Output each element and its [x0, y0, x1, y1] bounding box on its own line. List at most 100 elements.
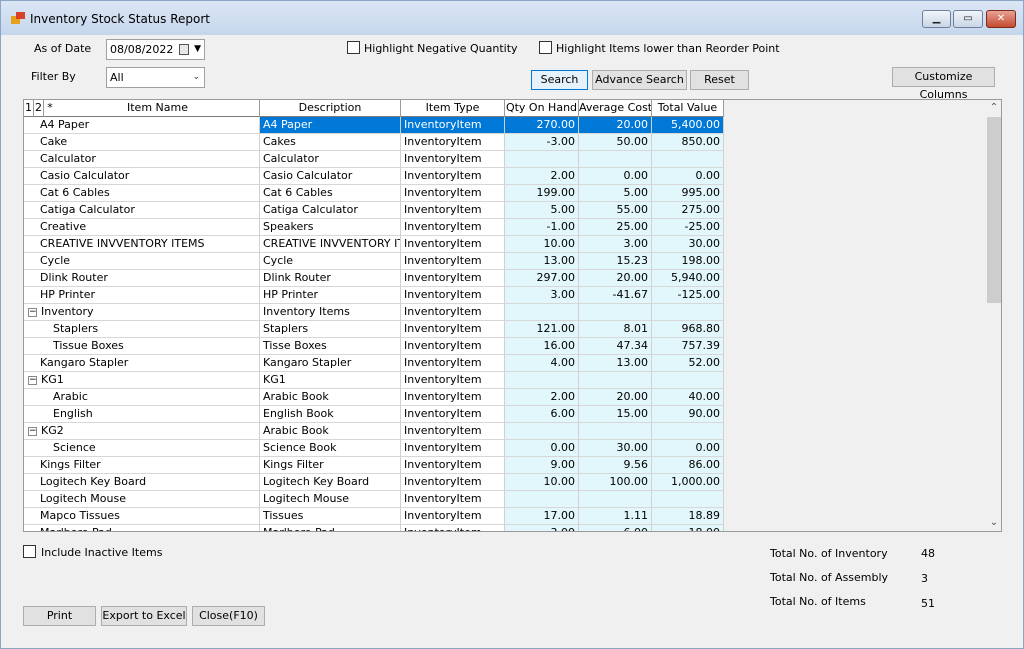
cell-description[interactable]: KG1	[260, 372, 401, 389]
cell-average-cost[interactable]: 15.23	[579, 253, 652, 270]
cell-description[interactable]: Tissues	[260, 508, 401, 525]
cell-qty-on-hand[interactable]: -3.00	[505, 134, 579, 151]
table-row[interactable]: Creative Speakers InventoryItem -1.00 25.00-…	[24, 219, 724, 236]
cell-average-cost[interactable]: 9.56	[579, 457, 652, 474]
cell-item-type[interactable]: InventoryItem	[401, 304, 505, 321]
table-row[interactable]: Cycle Cycle InventoryItem 13.00 15.23 198.00	[24, 253, 724, 270]
table-row[interactable]: − KG1 KG1 InventoryItem	[24, 372, 724, 389]
cell-item-name[interactable]: Calculator	[24, 151, 260, 168]
highlight-negative-checkbox[interactable]	[347, 41, 360, 54]
table-row[interactable]: Calculator Calculator InventoryItem	[24, 151, 724, 168]
table-row[interactable]: English English Book InventoryItem 6.00 15.0…	[24, 406, 724, 423]
table-row[interactable]: Arabic Arabic Book InventoryItem 2.00 20.00 4…	[24, 389, 724, 406]
table-row[interactable]: Science Science Book InventoryItem 0.00 30.0…	[24, 440, 724, 457]
table-row[interactable]: − KG2 Arabic Book InventoryItem	[24, 423, 724, 440]
cell-average-cost[interactable]	[579, 304, 652, 321]
highlight-negative-label[interactable]: Highlight Negative Quantity	[364, 42, 518, 55]
chevron-down-icon[interactable]: ▼	[194, 44, 201, 54]
scroll-up-icon[interactable]: ⌃	[989, 102, 999, 113]
cell-item-name[interactable]: Cake	[24, 134, 260, 151]
column-header-item-type[interactable]: Item Type	[401, 100, 505, 117]
cell-item-type[interactable]: InventoryItem	[401, 440, 505, 457]
cell-qty-on-hand[interactable]: 270.00	[505, 117, 579, 134]
cell-total-value[interactable]: 40.00	[652, 389, 724, 406]
highlight-reorder-label[interactable]: Highlight Items lower than Reorder Point	[556, 42, 780, 55]
cell-total-value[interactable]: 757.39	[652, 338, 724, 355]
cell-total-value[interactable]: 850.00	[652, 134, 724, 151]
table-row[interactable]: Kings Filter Kings Filter InventoryItem 9.0…	[24, 457, 724, 474]
cell-average-cost[interactable]: 6.00	[579, 525, 652, 531]
cell-qty-on-hand[interactable]: 13.00	[505, 253, 579, 270]
cell-item-type[interactable]: InventoryItem	[401, 236, 505, 253]
table-row[interactable]: Tissue Boxes Tisse Boxes InventoryItem 16.0…	[24, 338, 724, 355]
cell-item-name[interactable]: Cycle	[24, 253, 260, 270]
cell-item-type[interactable]: InventoryItem	[401, 423, 505, 440]
cell-qty-on-hand[interactable]: 3.00	[505, 287, 579, 304]
cell-qty-on-hand[interactable]: 2.00	[505, 168, 579, 185]
cell-item-name[interactable]: Creative	[24, 219, 260, 236]
cell-total-value[interactable]	[652, 423, 724, 440]
cell-average-cost[interactable]	[579, 151, 652, 168]
cell-description[interactable]: Casio Calculator	[260, 168, 401, 185]
cell-item-type[interactable]: InventoryItem	[401, 219, 505, 236]
cell-item-type[interactable]: InventoryItem	[401, 406, 505, 423]
cell-item-type[interactable]: InventoryItem	[401, 338, 505, 355]
table-row[interactable]: Staplers Staplers InventoryItem 121.00 8.01 9…	[24, 321, 724, 338]
cell-description[interactable]: Cat 6 Cables	[260, 185, 401, 202]
cell-item-type[interactable]: InventoryItem	[401, 474, 505, 491]
cell-total-value[interactable]: 18.89	[652, 508, 724, 525]
cell-qty-on-hand[interactable]: 2.00	[505, 389, 579, 406]
cell-item-type[interactable]: InventoryItem	[401, 287, 505, 304]
cell-description[interactable]: Speakers	[260, 219, 401, 236]
cell-total-value[interactable]: 5,400.00	[652, 117, 724, 134]
cell-item-name[interactable]: − Inventory	[24, 304, 260, 321]
cell-average-cost[interactable]: -41.67	[579, 287, 652, 304]
cell-item-name[interactable]: Catiga Calculator	[24, 202, 260, 219]
cell-average-cost[interactable]: 20.00	[579, 389, 652, 406]
include-inactive-label[interactable]: Include Inactive Items	[41, 546, 163, 559]
cell-qty-on-hand[interactable]	[505, 423, 579, 440]
cell-item-type[interactable]: InventoryItem	[401, 508, 505, 525]
minimize-button[interactable]: ▁	[922, 10, 951, 28]
table-row[interactable]: Catiga Calculator Catiga Calculator Invent…	[24, 202, 724, 219]
cell-average-cost[interactable]: 5.00	[579, 185, 652, 202]
group-level-all[interactable]: *	[47, 101, 53, 114]
cell-average-cost[interactable]: 1.11	[579, 508, 652, 525]
cell-qty-on-hand[interactable]: 9.00	[505, 457, 579, 474]
table-row[interactable]: Logitech Key Board Logitech Key Board Inve…	[24, 474, 724, 491]
cell-qty-on-hand[interactable]	[505, 372, 579, 389]
cell-qty-on-hand[interactable]: -1.00	[505, 219, 579, 236]
cell-total-value[interactable]	[652, 151, 724, 168]
collapse-icon[interactable]: −	[28, 425, 37, 436]
cell-qty-on-hand[interactable]: 6.00	[505, 406, 579, 423]
cell-total-value[interactable]: -125.00	[652, 287, 724, 304]
cell-item-type[interactable]: InventoryItem	[401, 151, 505, 168]
cell-total-value[interactable]: 0.00	[652, 440, 724, 457]
cell-item-name[interactable]: Logitech Key Board	[24, 474, 260, 491]
chevron-down-icon[interactable]: ⌄	[192, 72, 200, 82]
cell-item-type[interactable]: InventoryItem	[401, 389, 505, 406]
table-row[interactable]: CREATIVE INVVENTORY ITEMS CREATIVE INVVEN…	[24, 236, 724, 253]
cell-total-value[interactable]: 968.80	[652, 321, 724, 338]
cell-total-value[interactable]	[652, 491, 724, 508]
cell-total-value[interactable]: 198.00	[652, 253, 724, 270]
cell-description[interactable]: A4 Paper	[260, 117, 401, 134]
cell-item-name[interactable]: A4 Paper	[24, 117, 260, 134]
group-level-1[interactable]: 1	[24, 100, 34, 117]
cell-item-type[interactable]: InventoryItem	[401, 372, 505, 389]
table-row[interactable]: Logitech Mouse Logitech Mouse InventoryIte…	[24, 491, 724, 508]
cell-total-value[interactable]: 52.00	[652, 355, 724, 372]
column-header-qty-on-hand[interactable]: Qty On Hand	[505, 100, 579, 117]
cell-item-name[interactable]: Casio Calculator	[24, 168, 260, 185]
collapse-icon[interactable]: −	[28, 374, 37, 385]
cell-qty-on-hand[interactable]: 10.00	[505, 236, 579, 253]
cell-item-name[interactable]: Kangaro Stapler	[24, 355, 260, 372]
cell-qty-on-hand[interactable]: 199.00	[505, 185, 579, 202]
cell-item-type[interactable]: InventoryItem	[401, 491, 505, 508]
customize-columns-button[interactable]: Customize Columns	[892, 67, 995, 101]
filter-by-select[interactable]: All ⌄	[106, 67, 205, 88]
cell-qty-on-hand[interactable]: 0.00	[505, 440, 579, 457]
table-row[interactable]: Kangaro Stapler Kangaro Stapler InventoryI…	[24, 355, 724, 372]
cell-total-value[interactable]: 1,000.00	[652, 474, 724, 491]
cell-average-cost[interactable]: 25.00	[579, 219, 652, 236]
